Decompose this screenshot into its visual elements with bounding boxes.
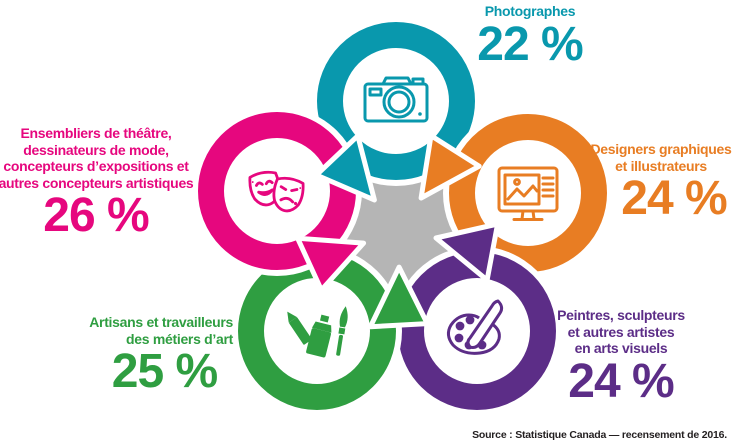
palette-brush-icon [446,299,504,355]
arrowhead-artisans [367,264,430,330]
camera-icon [363,76,429,123]
segment-ring [449,114,607,272]
arrowhead-peintres [433,221,501,283]
segment-label-block-ensembliers: Ensembliers de théâtre, dessinateurs de … [0,125,194,240]
segment-ensembliers [192,106,362,276]
segment-percent: 22 % [477,17,583,71]
art-tools-icon [287,306,348,358]
segment-percent: 26 % [43,189,149,242]
source-note: Source : Statistique Canada — recensemen… [472,429,727,441]
segment-label-block-photographes: Photographes 22 % [410,3,650,69]
segment-ring [317,22,475,180]
arrowhead-ensembliers [295,235,367,293]
arrowhead-photographes [313,133,377,203]
theater-masks-icon [248,170,305,213]
segment-label-block-peintres: Peintres, sculpteurs et autres artistes … [550,307,692,406]
arrowhead-designers [418,133,482,201]
segment-percent: 25 % [111,345,218,398]
segment-ring [198,112,356,270]
design-monitor-icon [497,166,559,221]
segment-name: Photographes [484,3,576,19]
segment-label-block-designers: Designers graphiques et illustrateurs 24… [588,141,734,223]
segment-percent: 24 % [621,172,727,225]
segment-name: Designers graphiques et illustrateurs [590,141,732,174]
segment-name: Artisans et travailleurs des métiers d’a… [89,314,233,347]
segment-name: Peintres, sculpteurs et autres artistes … [557,307,685,356]
segment-label-block-artisans: Artisans et travailleurs des métiers d’a… [40,314,233,396]
segment-percent: 24 % [568,354,674,408]
segment-name: Ensembliers de théâtre, dessinateurs de … [0,125,194,191]
